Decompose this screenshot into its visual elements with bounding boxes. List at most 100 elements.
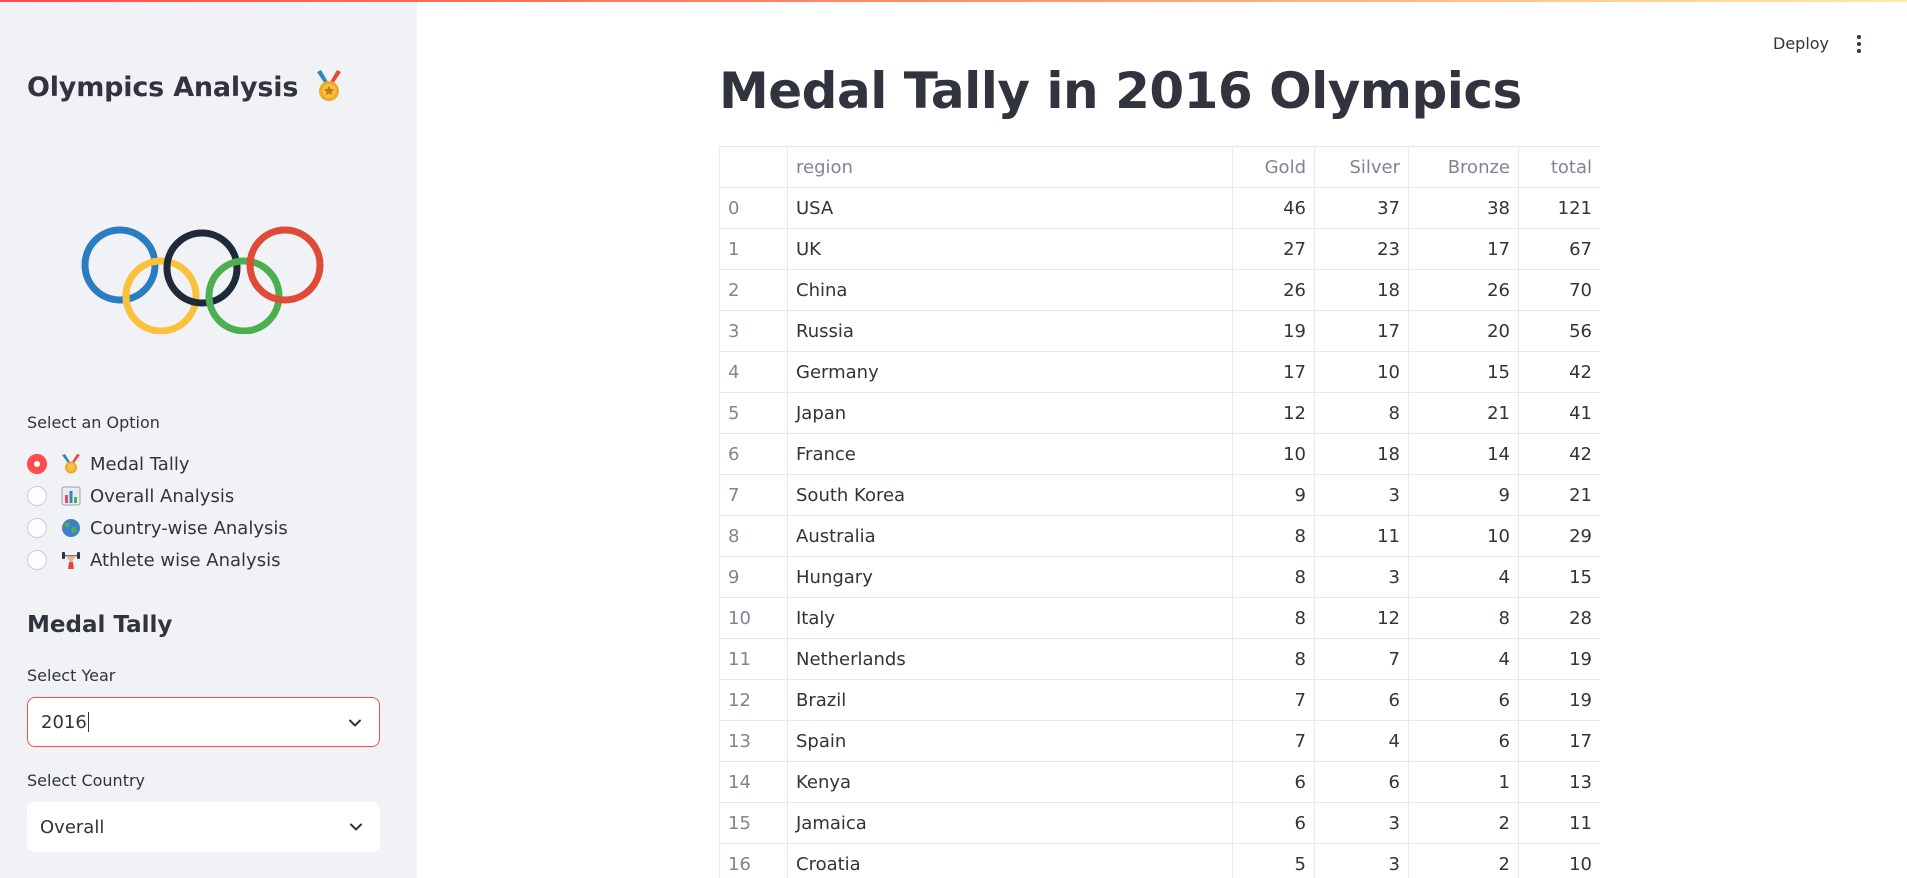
gold-cell[interactable]: 6 <box>1232 761 1315 803</box>
row-index[interactable]: 2 <box>719 269 788 311</box>
total-cell[interactable]: 19 <box>1518 638 1600 680</box>
region-cell[interactable]: Japan <box>787 392 1233 434</box>
row-index[interactable]: 13 <box>719 720 788 762</box>
bronze-cell[interactable]: 26 <box>1408 269 1519 311</box>
bronze-cell[interactable]: 8 <box>1408 597 1519 639</box>
row-index[interactable]: 15 <box>719 802 788 844</box>
row-index[interactable]: 12 <box>719 679 788 721</box>
gold-cell[interactable]: 5 <box>1232 843 1315 878</box>
region-cell[interactable]: Kenya <box>787 761 1233 803</box>
silver-cell[interactable]: 6 <box>1314 679 1409 721</box>
column-header-gold[interactable]: Gold <box>1232 146 1315 188</box>
country-select[interactable]: Overall <box>27 802 380 852</box>
silver-cell[interactable]: 18 <box>1314 433 1409 475</box>
radio-athlete-wise-analysis[interactable]: Athlete wise Analysis <box>27 544 288 576</box>
row-index[interactable]: 5 <box>719 392 788 434</box>
region-cell[interactable]: France <box>787 433 1233 475</box>
total-cell[interactable]: 29 <box>1518 515 1600 557</box>
region-cell[interactable]: USA <box>787 187 1233 229</box>
radio-button[interactable] <box>27 550 47 570</box>
radio-button-checked[interactable] <box>27 454 47 474</box>
gold-cell[interactable]: 27 <box>1232 228 1315 270</box>
gold-cell[interactable]: 6 <box>1232 802 1315 844</box>
silver-cell[interactable]: 17 <box>1314 310 1409 352</box>
radio-country-wise-analysis[interactable]: Country-wise Analysis <box>27 512 288 544</box>
bronze-cell[interactable]: 6 <box>1408 720 1519 762</box>
gold-cell[interactable]: 8 <box>1232 638 1315 680</box>
silver-cell[interactable]: 18 <box>1314 269 1409 311</box>
medal-table-container[interactable]: region Gold Silver Bronze total 0 USA 46 37… <box>719 146 1600 878</box>
silver-cell[interactable]: 3 <box>1314 556 1409 598</box>
total-cell[interactable]: 121 <box>1518 187 1600 229</box>
row-index[interactable]: 7 <box>719 474 788 516</box>
gold-cell[interactable]: 7 <box>1232 720 1315 762</box>
column-header-index[interactable] <box>719 146 788 188</box>
silver-cell[interactable]: 23 <box>1314 228 1409 270</box>
bronze-cell[interactable]: 6 <box>1408 679 1519 721</box>
total-cell[interactable]: 17 <box>1518 720 1600 762</box>
bronze-cell[interactable]: 10 <box>1408 515 1519 557</box>
bronze-cell[interactable]: 9 <box>1408 474 1519 516</box>
silver-cell[interactable]: 6 <box>1314 761 1409 803</box>
gold-cell[interactable]: 26 <box>1232 269 1315 311</box>
row-index[interactable]: 9 <box>719 556 788 598</box>
gold-cell[interactable]: 17 <box>1232 351 1315 393</box>
region-cell[interactable]: UK <box>787 228 1233 270</box>
radio-button[interactable] <box>27 518 47 538</box>
silver-cell[interactable]: 10 <box>1314 351 1409 393</box>
row-index[interactable]: 3 <box>719 310 788 352</box>
row-index[interactable]: 8 <box>719 515 788 557</box>
column-header-silver[interactable]: Silver <box>1314 146 1409 188</box>
row-index[interactable]: 11 <box>719 638 788 680</box>
total-cell[interactable]: 42 <box>1518 433 1600 475</box>
region-cell[interactable]: Russia <box>787 310 1233 352</box>
region-cell[interactable]: Netherlands <box>787 638 1233 680</box>
row-index[interactable]: 14 <box>719 761 788 803</box>
gold-cell[interactable]: 8 <box>1232 515 1315 557</box>
bronze-cell[interactable]: 1 <box>1408 761 1519 803</box>
silver-cell[interactable]: 7 <box>1314 638 1409 680</box>
silver-cell[interactable]: 11 <box>1314 515 1409 557</box>
total-cell[interactable]: 10 <box>1518 843 1600 878</box>
total-cell[interactable]: 13 <box>1518 761 1600 803</box>
region-cell[interactable]: Jamaica <box>787 802 1233 844</box>
silver-cell[interactable]: 8 <box>1314 392 1409 434</box>
silver-cell[interactable]: 12 <box>1314 597 1409 639</box>
bronze-cell[interactable]: 14 <box>1408 433 1519 475</box>
silver-cell[interactable]: 3 <box>1314 474 1409 516</box>
more-options-icon[interactable] <box>1851 33 1867 55</box>
year-select[interactable]: 2016 <box>27 697 380 747</box>
silver-cell[interactable]: 3 <box>1314 843 1409 878</box>
total-cell[interactable]: 42 <box>1518 351 1600 393</box>
row-index[interactable]: 1 <box>719 228 788 270</box>
bronze-cell[interactable]: 15 <box>1408 351 1519 393</box>
region-cell[interactable]: South Korea <box>787 474 1233 516</box>
gold-cell[interactable]: 46 <box>1232 187 1315 229</box>
gold-cell[interactable]: 19 <box>1232 310 1315 352</box>
region-cell[interactable]: Australia <box>787 515 1233 557</box>
bronze-cell[interactable]: 2 <box>1408 802 1519 844</box>
silver-cell[interactable]: 4 <box>1314 720 1409 762</box>
column-header-region[interactable]: region <box>787 146 1233 188</box>
region-cell[interactable]: Croatia <box>787 843 1233 878</box>
silver-cell[interactable]: 3 <box>1314 802 1409 844</box>
column-header-total[interactable]: total <box>1518 146 1600 188</box>
radio-overall-analysis[interactable]: Overall Analysis <box>27 480 288 512</box>
row-index[interactable]: 16 <box>719 843 788 878</box>
silver-cell[interactable]: 37 <box>1314 187 1409 229</box>
gold-cell[interactable]: 10 <box>1232 433 1315 475</box>
row-index[interactable]: 4 <box>719 351 788 393</box>
bronze-cell[interactable]: 4 <box>1408 556 1519 598</box>
total-cell[interactable]: 15 <box>1518 556 1600 598</box>
bronze-cell[interactable]: 20 <box>1408 310 1519 352</box>
bronze-cell[interactable]: 2 <box>1408 843 1519 878</box>
radio-medal-tally[interactable]: Medal Tally <box>27 448 288 480</box>
region-cell[interactable]: Italy <box>787 597 1233 639</box>
chevron-down-icon[interactable] <box>347 715 363 731</box>
total-cell[interactable]: 11 <box>1518 802 1600 844</box>
region-cell[interactable]: Spain <box>787 720 1233 762</box>
total-cell[interactable]: 70 <box>1518 269 1600 311</box>
deploy-button[interactable]: Deploy <box>1773 34 1830 53</box>
column-header-bronze[interactable]: Bronze <box>1408 146 1519 188</box>
gold-cell[interactable]: 12 <box>1232 392 1315 434</box>
